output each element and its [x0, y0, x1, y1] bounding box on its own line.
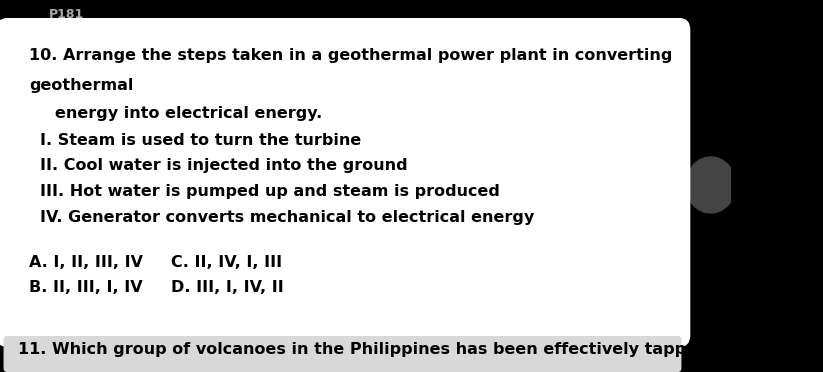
Text: D. III, I, IV, II: D. III, I, IV, II	[171, 280, 284, 295]
Text: B. II, III, I, IV: B. II, III, I, IV	[30, 280, 143, 295]
Text: 10. Arrange the steps taken in a geothermal power plant in converting: 10. Arrange the steps taken in a geother…	[29, 48, 672, 63]
Text: 11. Which group of volcanoes in the Philippines has been effectively tapped fo: 11. Which group of volcanoes in the Phil…	[18, 342, 732, 357]
Text: C. II, IV, I, III: C. II, IV, I, III	[171, 255, 282, 270]
Text: energy into electrical energy.: energy into electrical energy.	[54, 106, 322, 121]
Text: III. Hot water is pumped up and steam is produced: III. Hot water is pumped up and steam is…	[40, 184, 500, 199]
FancyBboxPatch shape	[3, 336, 681, 372]
Circle shape	[686, 157, 736, 213]
Text: geothermal: geothermal	[29, 78, 133, 93]
Text: II. Cool water is injected into the ground: II. Cool water is injected into the grou…	[40, 158, 407, 173]
Text: P181: P181	[49, 8, 84, 21]
Text: I. Steam is used to turn the turbine: I. Steam is used to turn the turbine	[40, 133, 361, 148]
Text: A. I, II, III, IV: A. I, II, III, IV	[30, 255, 143, 270]
FancyBboxPatch shape	[0, 18, 690, 347]
Text: IV. Generator converts mechanical to electrical energy: IV. Generator converts mechanical to ele…	[40, 210, 534, 225]
